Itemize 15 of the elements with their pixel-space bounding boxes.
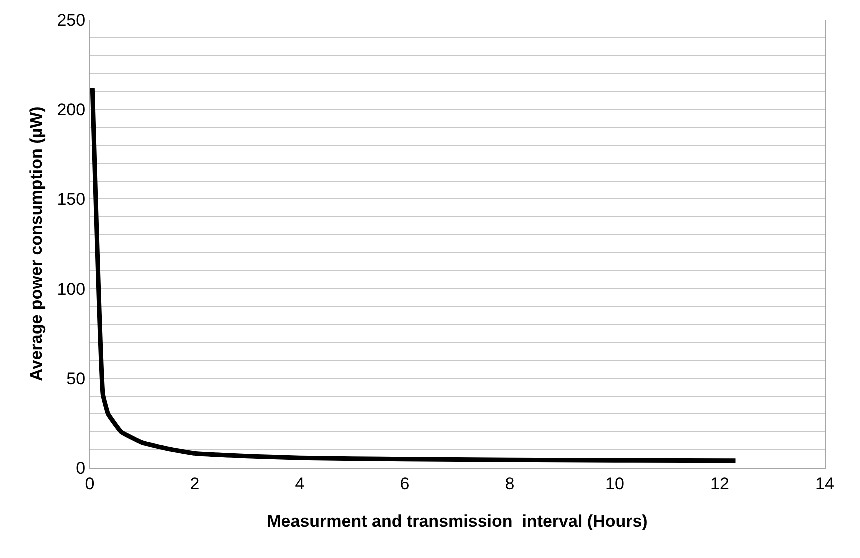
x-tick-label: 2	[190, 474, 200, 494]
y-tick-label: 200	[57, 100, 86, 120]
x-tick-label: 12	[710, 474, 730, 494]
x-tick-label: 6	[400, 474, 410, 494]
y-tick-label: 100	[57, 280, 86, 299]
y-tick-label: 0	[76, 458, 86, 478]
x-axis-title: Measurment and transmission interval (Hours)	[267, 512, 648, 531]
y-tick-label: 250	[57, 10, 86, 30]
x-tick-label: 10	[606, 474, 624, 494]
x-tick-label: 8	[505, 474, 515, 494]
y-tick-label: 150	[57, 190, 86, 210]
y-tick-label: 50	[66, 369, 86, 388]
x-tick-label: 4	[295, 474, 305, 494]
x-tick-label: 14	[816, 474, 834, 494]
y-axis-title: Average power consumption (µW)	[26, 106, 46, 382]
